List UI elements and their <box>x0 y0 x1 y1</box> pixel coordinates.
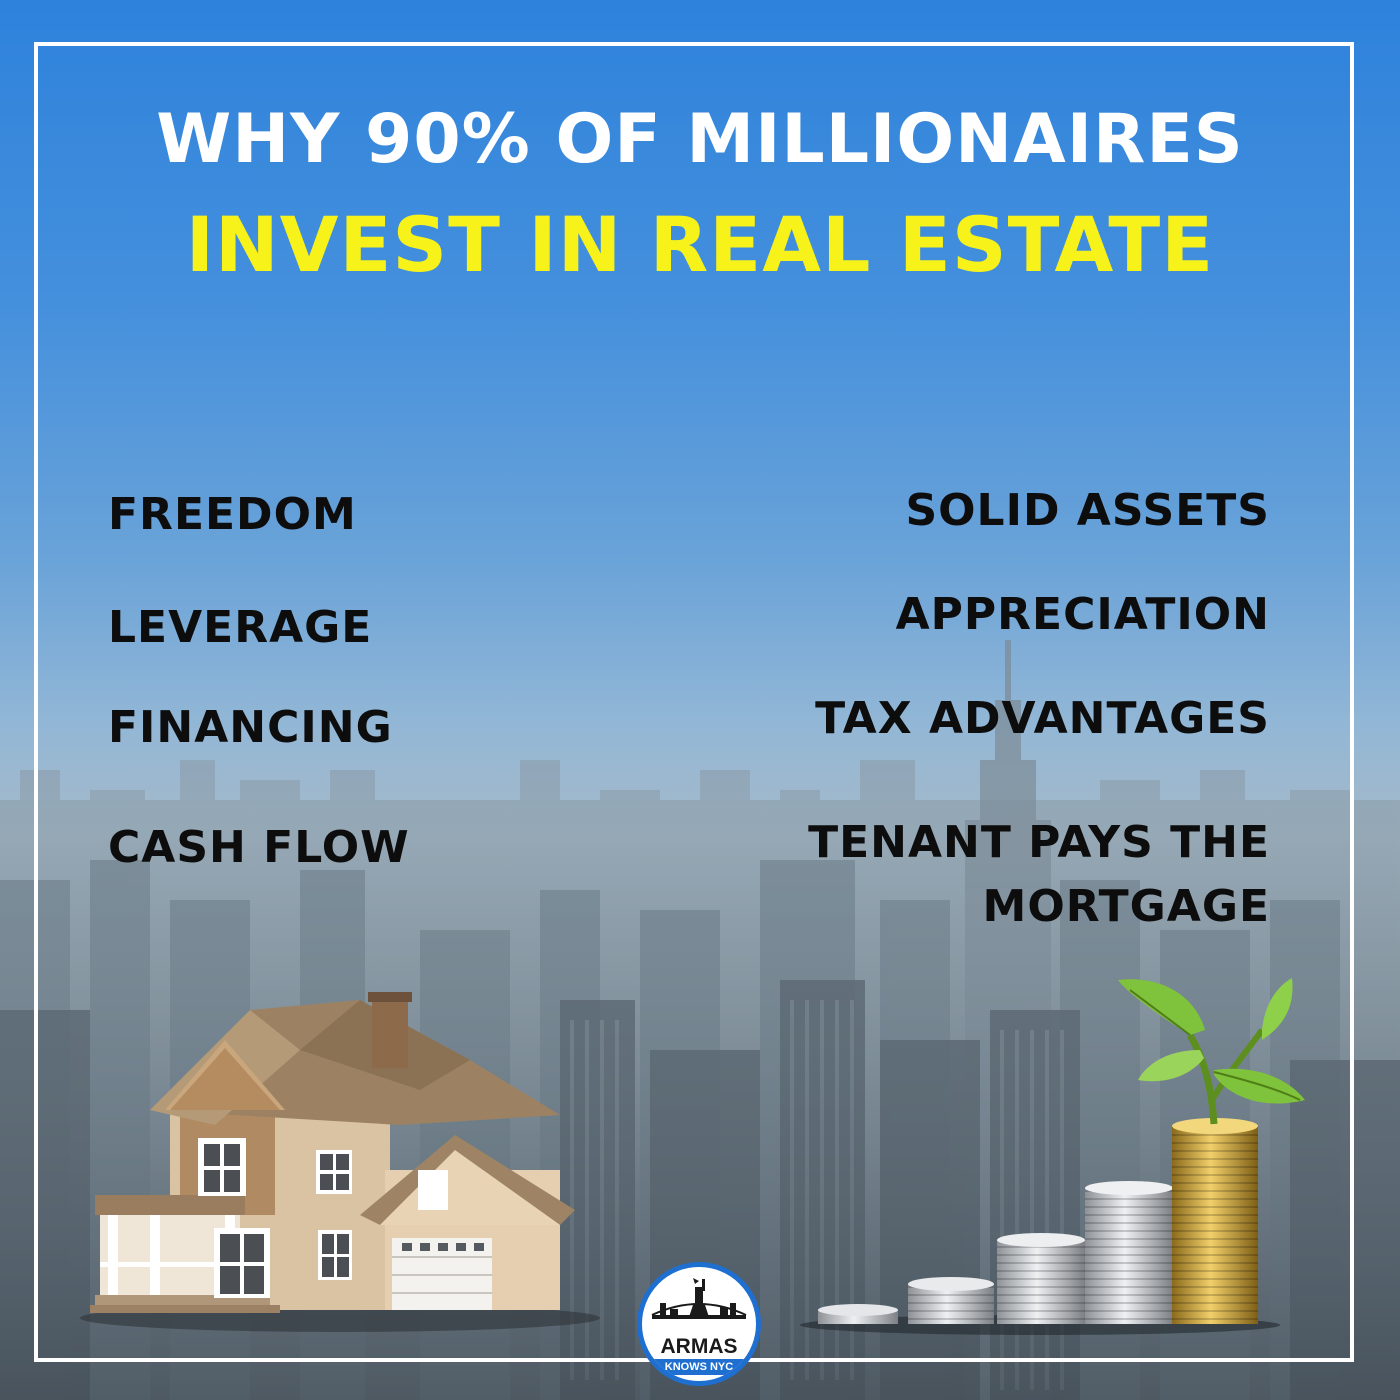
reason-tax-advantages: TAX ADVANTAGES <box>815 693 1270 744</box>
logo-text-armas: ARMAS <box>660 1335 738 1358</box>
reason-tenant-pays-line-2: MORTGAGE <box>982 881 1270 932</box>
headline-line-2: INVEST IN REAL ESTATE <box>185 200 1215 289</box>
logo-text-knows-nyc: KNOWS NYC <box>650 1359 748 1375</box>
reason-cash-flow: CASH FLOW <box>108 822 410 873</box>
headline-line-1: WHY 90% OF MILLIONAIRES <box>156 100 1244 179</box>
logo-text-knows-nyc-label: KNOWS NYC <box>664 1361 734 1373</box>
reason-freedom: FREEDOM <box>108 489 357 540</box>
statue-of-liberty-icon <box>651 1278 747 1319</box>
reason-appreciation: APPRECIATION <box>895 589 1270 640</box>
reason-solid-assets: SOLID ASSETS <box>905 485 1270 536</box>
reason-financing: FINANCING <box>108 702 393 753</box>
reason-leverage: LEVERAGE <box>108 602 373 653</box>
reason-tenant-pays-line-1: TENANT PAYS THE <box>808 817 1270 868</box>
armas-logo: ARMAS KNOWS NYC <box>637 1262 761 1386</box>
